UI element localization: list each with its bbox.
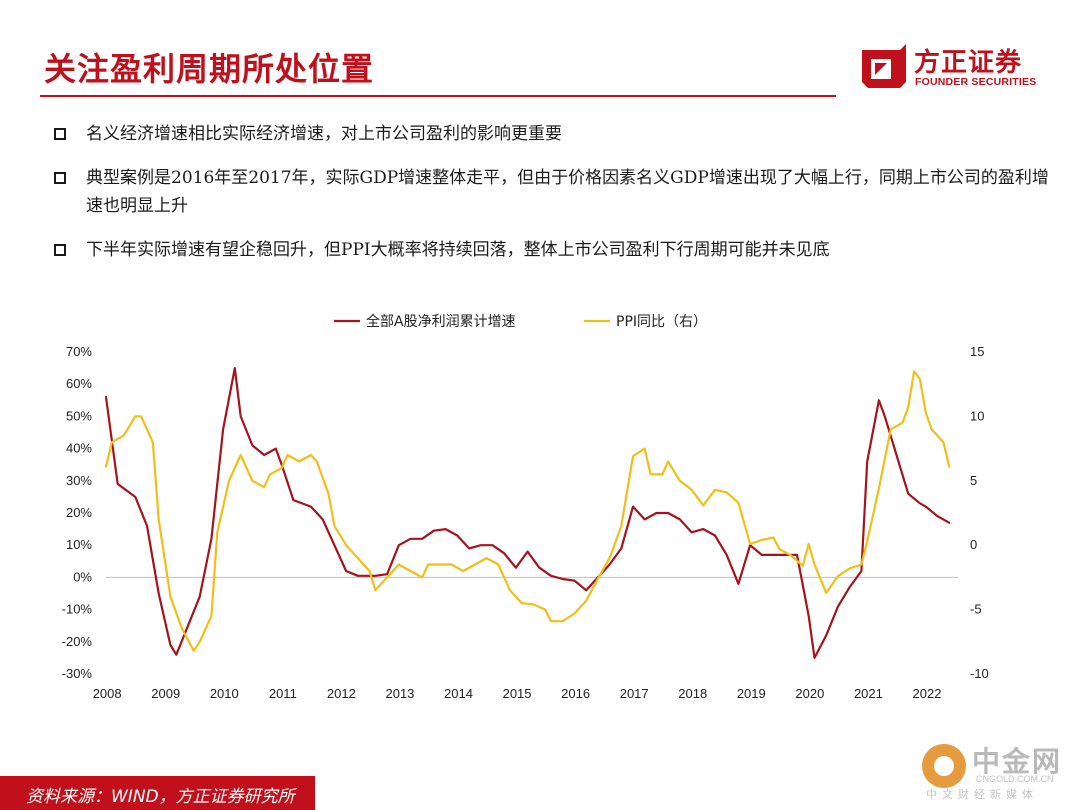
cngold-watermark: 中金网 CNGOLD.COM.CN 中文财经新媒体 [918, 736, 1080, 802]
y-left-tick-label: 70% [66, 344, 92, 359]
x-tick-label: 2015 [503, 686, 532, 701]
x-tick-label: 2010 [210, 686, 239, 701]
logo-chinese-name: 方正证券 [914, 48, 1023, 78]
bullet-text: 下半年实际增速有望企稳回升，但PPI大概率将持续回落，整体上市公司盈利下行周期可… [86, 240, 830, 260]
y-right-tick-label: 5 [970, 473, 977, 488]
x-tick-label: 2008 [93, 686, 122, 701]
bullet-list: 名义经济增速相比实际经济增速，对上市公司盈利的影响更重要 典型案例是2016年至… [52, 120, 1052, 264]
logo-english-name: FOUNDER SECURITIES [915, 76, 1037, 88]
x-tick-label: 2012 [327, 686, 356, 701]
y-right-tick-label: 10 [970, 408, 984, 423]
page-title: 关注盈利周期所处位置 [44, 50, 375, 88]
y-left-tick-label: -30% [62, 666, 93, 681]
y-left-tick-label: 30% [66, 473, 92, 488]
profit-ppi-line-chart: 70% 60% 50% 40% 30% 20% 10% 0% -10% -20% -30% 15 10 5… [62, 313, 989, 701]
founder-logo-icon [862, 44, 906, 88]
x-tick-label: 2019 [737, 686, 766, 701]
y-right-tick-label: 15 [970, 344, 984, 359]
cngold-logo-inner [934, 756, 954, 776]
x-tick-label: 2021 [854, 686, 883, 701]
watermark-url: CNGOLD.COM.CN [976, 774, 1054, 784]
y-left-tick-label: 10% [66, 537, 92, 552]
x-tick-label: 2013 [385, 686, 414, 701]
watermark-brand: 中金网 [972, 745, 1063, 778]
x-tick-label: 2022 [913, 686, 942, 701]
legend-label: 全部A股净利润累计增速 [366, 313, 516, 330]
bullet-item: 下半年实际增速有望企稳回升，但PPI大概率将持续回落，整体上市公司盈利下行周期可… [52, 236, 1052, 264]
y-left-tick-label: 0% [73, 569, 92, 584]
y-left-tick-label: -20% [62, 634, 93, 649]
y-left-tick-label: -10% [62, 602, 93, 617]
x-tick-label: 2020 [795, 686, 824, 701]
series-line-ppi [104, 370, 951, 652]
y-left-tick-label: 50% [66, 408, 92, 423]
bullet-square-icon [54, 172, 66, 184]
title-divider [40, 95, 836, 97]
y-right-tick-label: -10 [970, 666, 989, 681]
x-tick-label: 2009 [151, 686, 180, 701]
y-left-tick-label: 20% [66, 505, 92, 520]
footer-bar [0, 776, 315, 810]
x-tick-label: 2018 [678, 686, 707, 701]
legend-label: PPI同比（右） [616, 314, 707, 330]
y-left-tick-label: 40% [66, 441, 92, 456]
bullet-square-icon [54, 128, 66, 140]
x-tick-label: 2014 [444, 686, 473, 701]
watermark-subtitle: 中文财经新媒体 [926, 788, 1038, 801]
bullet-text: 典型案例是2016年至2017年，实际GDP增速整体走平，但由于价格因素名义GD… [86, 168, 1049, 216]
source-note: 资料来源：WIND，方正证券研究所 [26, 787, 295, 807]
y-left-tick-label: 60% [66, 376, 92, 391]
x-tick-label: 2017 [620, 686, 649, 701]
y-right-tick-label: -5 [970, 602, 982, 617]
y-right-tick-label: 0 [970, 537, 977, 552]
bullet-item: 典型案例是2016年至2017年，实际GDP增速整体走平，但由于价格因素名义GD… [52, 164, 1052, 220]
x-tick-label: 2016 [561, 686, 590, 701]
company-logo: 方正证券 FOUNDER SECURITIES [862, 42, 1052, 94]
bullet-square-icon [54, 244, 66, 256]
x-tick-label: 2011 [269, 686, 297, 701]
bullet-item: 名义经济增速相比实际经济增速，对上市公司盈利的影响更重要 [52, 120, 1052, 148]
bullet-text: 名义经济增速相比实际经济增速，对上市公司盈利的影响更重要 [86, 124, 562, 144]
series-line-net-profit [104, 367, 951, 659]
